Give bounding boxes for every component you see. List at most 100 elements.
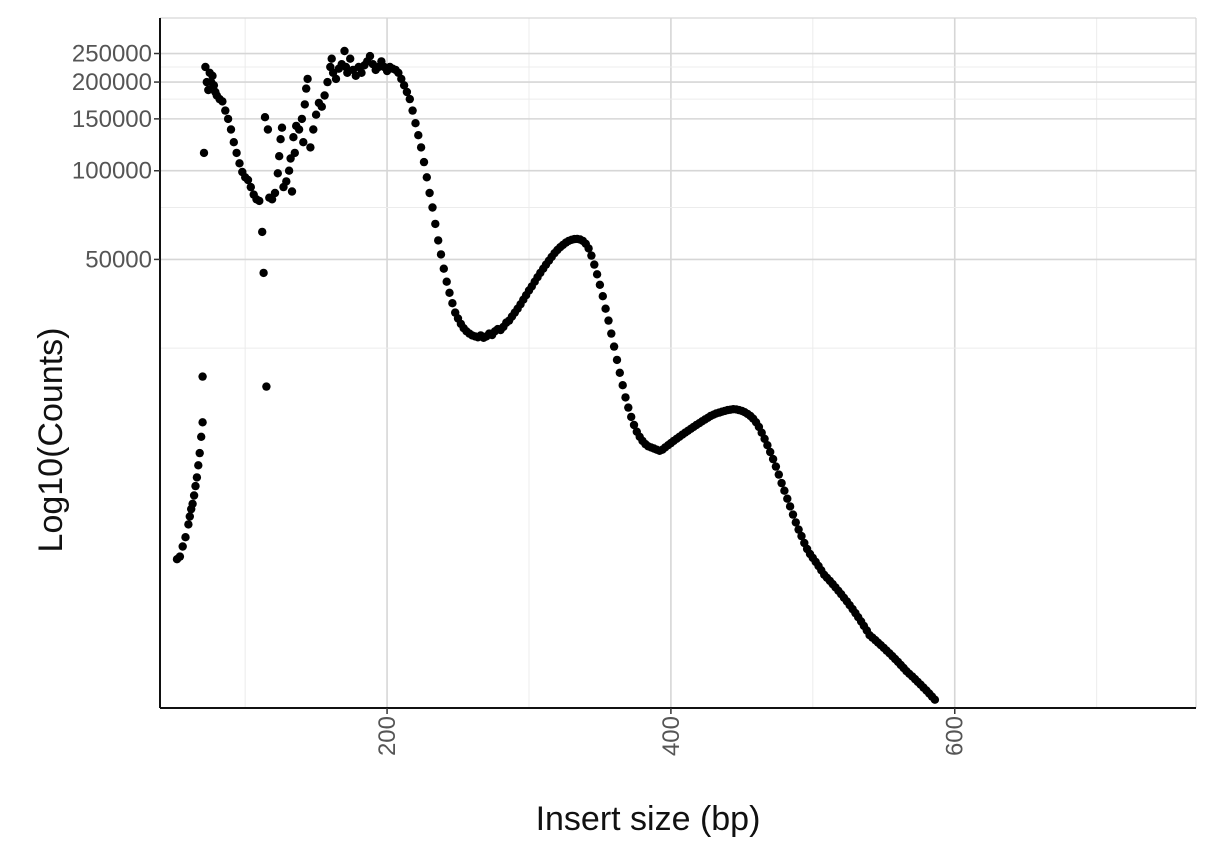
data-point [442,277,451,286]
data-point [255,196,264,206]
data-point [405,94,414,104]
data-point [178,542,187,551]
data-point [223,114,233,124]
y-tick-label: 50000 [85,246,152,273]
data-point [763,441,772,450]
data-point [615,368,624,377]
data-point [436,250,446,259]
data-point [618,381,627,390]
data-point [189,491,199,500]
data-point [185,512,194,521]
x-tick-labels: 200 400 600 [374,708,969,756]
data-point [397,74,406,84]
data-point [434,236,443,245]
data-point [218,97,227,106]
data-point [607,329,616,338]
data-point [188,499,197,508]
data-point [766,447,775,457]
data-point [199,148,209,158]
data-point [275,152,284,161]
y-tick-label: 200000 [72,69,152,96]
data-point [208,71,217,81]
data-point [320,91,329,100]
data-point [300,100,309,109]
data-point [204,85,213,95]
data-point [445,288,454,297]
data-point [357,68,366,78]
data-point [587,251,596,260]
data-point [422,173,431,182]
data-point [311,110,321,119]
data-point [282,177,291,186]
data-point [303,74,312,84]
data-point [194,461,203,470]
data-point [621,393,630,402]
data-point [425,188,434,198]
data-point [627,412,636,422]
data-point [317,102,326,111]
data-point [402,87,412,97]
data-point [609,342,619,351]
data-point [198,372,207,381]
data-point [590,260,599,269]
data-point [209,81,219,90]
data-point [346,54,355,63]
data-point [595,280,605,289]
axes [159,18,1196,709]
data-point [584,244,593,253]
data-point [598,292,607,301]
data-point [175,552,185,561]
data-point [276,135,285,144]
data-point [201,62,210,72]
data-point [788,510,798,519]
data-point [771,462,781,471]
data-point [601,304,610,313]
data-point [439,264,448,273]
data-point [235,159,244,168]
data-point [246,182,255,192]
data-point [289,133,298,142]
data-point [411,119,420,128]
data-point [181,533,190,542]
x-tick-label: 600 [942,716,969,756]
data-point [221,106,230,115]
data-point [604,316,613,325]
data-point [263,125,273,134]
data-point [270,188,280,198]
data-point [226,125,236,134]
data-point [259,268,268,278]
data-point [198,418,207,427]
data-point [243,175,253,185]
data-point [331,74,341,84]
data-point [294,125,304,134]
data-point [323,77,332,87]
x-axis-title: Insert size (bp) [536,800,761,838]
data-point [760,434,769,443]
data-point [365,51,375,61]
data-point [290,148,299,158]
data-point [930,695,940,704]
data-point [431,219,440,229]
x-tick-label: 400 [658,716,685,756]
y-tick-label: 100000 [72,158,152,185]
data-point [284,166,294,175]
data-point [197,432,206,441]
data-point [768,454,778,464]
data-point [774,470,783,479]
data-point [448,299,457,308]
data-point [273,169,282,178]
data-point [267,195,277,204]
data-point [309,125,318,134]
y-tick-label: 150000 [72,106,152,133]
data-point [428,203,437,212]
data-point [416,143,426,152]
data-point [262,382,271,391]
data-point [629,420,639,430]
data-point [592,270,602,279]
data-point [299,138,308,147]
y-axis-title: Log10(Counts) [32,328,70,553]
data-point [229,138,238,147]
